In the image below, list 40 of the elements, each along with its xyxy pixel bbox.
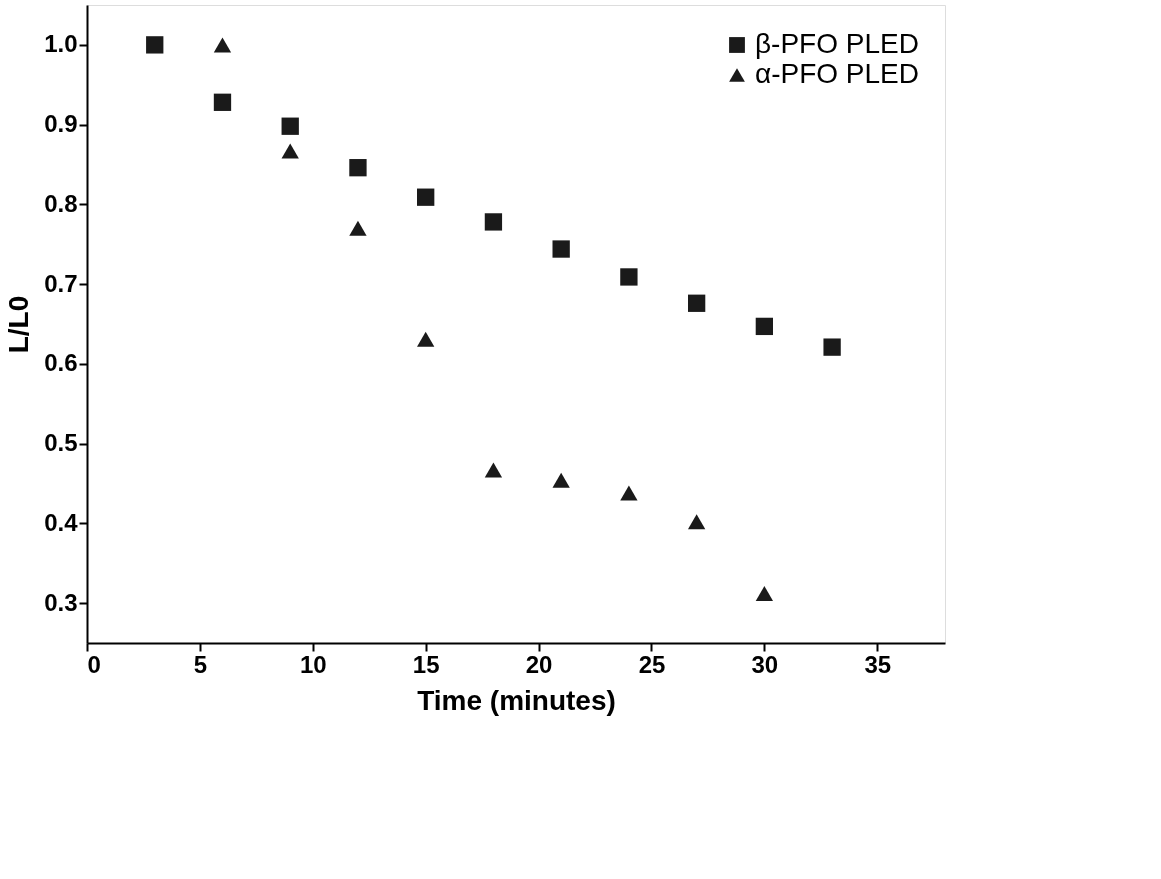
x-tick-label: 15 (412, 650, 440, 678)
y-tick-label: 0.6 (44, 349, 78, 377)
point (484, 462, 503, 478)
point (687, 514, 706, 530)
x-tick-label: 25 (638, 650, 666, 678)
x-tick-label: 5 (193, 650, 208, 678)
x-tick-label: 20 (525, 650, 553, 678)
point (552, 472, 570, 488)
point (146, 36, 164, 54)
point (484, 213, 503, 231)
y-tick-label: 0.7 (44, 269, 78, 297)
y-tick-label: 0.3 (44, 588, 78, 616)
y-tick-label: 0.5 (44, 429, 78, 457)
point (687, 294, 706, 312)
x-tick-label: 10 (299, 650, 327, 678)
point (417, 331, 435, 347)
point (213, 93, 232, 111)
point (755, 317, 774, 336)
point (755, 586, 774, 602)
point (349, 159, 367, 177)
x-tick-label: 0 (87, 650, 101, 678)
y-tick-label: 0.4 (44, 508, 79, 536)
y-tick-label: 1.0 (44, 30, 78, 58)
y-tick-label: 0.8 (44, 189, 78, 217)
point (620, 268, 638, 286)
point (349, 220, 367, 236)
x-axis-title: Time (minutes) (417, 684, 616, 716)
legend-label: α-PFO PLED (755, 58, 919, 89)
y-axis-title: L/L0 (3, 295, 35, 354)
point (552, 240, 570, 258)
point (281, 117, 299, 135)
point (620, 485, 638, 501)
y-tick-label: 0.9 (44, 110, 78, 138)
point (213, 37, 232, 53)
legend-label: β-PFO PLED (755, 28, 919, 59)
x-tick-label: 30 (751, 650, 779, 678)
point (823, 338, 841, 356)
point (417, 188, 435, 206)
point (281, 143, 299, 159)
x-tick-label: 35 (864, 650, 892, 678)
